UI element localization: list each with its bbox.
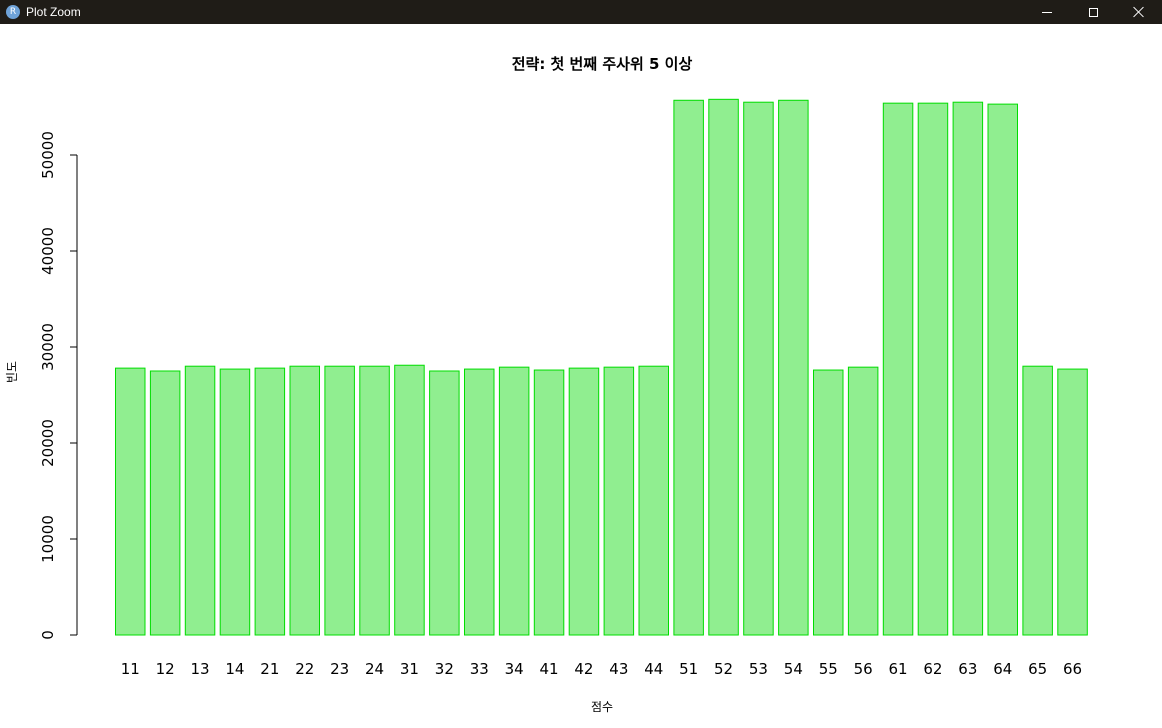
bar-54 [778, 99, 809, 636]
x-tick-label: 32 [435, 660, 454, 678]
x-tick-label: 12 [156, 660, 175, 678]
x-tick-label: 56 [854, 660, 873, 678]
x-tick-label: 52 [714, 660, 733, 678]
x-tick-label: 62 [923, 660, 942, 678]
window-controls [1024, 0, 1162, 24]
bar-chart: 전략: 첫 번째 주사위 5 이상 0 10000 20000 30000 40000 5… [5, 55, 1088, 714]
bar-11 [115, 367, 146, 636]
bar-42 [568, 367, 600, 636]
bar-61 [882, 102, 914, 636]
bar-14 [219, 368, 251, 636]
bar-52 [708, 98, 739, 636]
x-tick-label: 11 [121, 660, 140, 678]
x-tick-label: 13 [191, 660, 210, 678]
bars-group [115, 98, 1088, 636]
minimize-icon [1042, 11, 1052, 13]
x-tick-label: 54 [784, 660, 803, 678]
bar-66 [1057, 368, 1088, 636]
y-tick-label: 50000 [39, 131, 57, 179]
x-tick-label: 55 [819, 660, 838, 678]
x-tick-label: 33 [470, 660, 489, 678]
window-titlebar: R Plot Zoom [0, 0, 1162, 24]
y-tick-label: 20000 [39, 419, 57, 467]
bar-62 [917, 102, 949, 636]
chart-title: 전략: 첫 번째 주사위 5 이상 [512, 55, 693, 73]
bar-31 [394, 364, 425, 636]
x-tick-label: 22 [295, 660, 314, 678]
x-tick-label: 14 [225, 660, 244, 678]
bar-33 [464, 368, 495, 636]
bar-56 [847, 366, 879, 636]
x-tick-label: 34 [505, 660, 524, 678]
bar-64 [987, 103, 1018, 636]
bar-43 [603, 366, 635, 636]
y-tick-label: 10000 [39, 515, 57, 563]
y-tick-label: 0 [39, 630, 57, 640]
maximize-icon [1088, 7, 1098, 17]
x-tick-labels: 11 12 13 14 21 22 23 24 31 32 33 34 41 42 43 44 51 52 53 54… [121, 660, 1082, 678]
bar-24 [359, 365, 390, 636]
bar-21 [254, 367, 286, 636]
maximize-button[interactable] [1070, 0, 1116, 24]
y-tick-label: 30000 [39, 323, 57, 371]
x-tick-label: 24 [365, 660, 384, 678]
window-title: Plot Zoom [26, 5, 81, 19]
y-tick-label: 40000 [39, 227, 57, 275]
x-tick-label: 42 [574, 660, 593, 678]
bar-34 [498, 366, 530, 636]
bar-23 [324, 365, 355, 636]
x-tick-label: 63 [958, 660, 977, 678]
bar-44 [638, 365, 669, 636]
bar-13 [184, 365, 216, 636]
x-tick-label: 51 [679, 660, 698, 678]
x-tick-label: 41 [540, 660, 559, 678]
bar-53 [743, 101, 774, 636]
x-tick-label: 44 [644, 660, 663, 678]
minimize-button[interactable] [1024, 0, 1070, 24]
bar-51 [673, 99, 704, 636]
close-button[interactable] [1116, 0, 1162, 24]
r-app-icon: R [6, 5, 20, 19]
bar-22 [289, 365, 320, 636]
x-tick-label: 23 [330, 660, 349, 678]
y-axis-label: 빈도 [5, 361, 19, 383]
bar-65 [1022, 365, 1053, 636]
close-icon [1133, 6, 1145, 18]
x-axis-label: 점수 [591, 700, 613, 714]
x-tick-label: 21 [260, 660, 279, 678]
bar-12 [149, 370, 181, 636]
x-tick-label: 31 [400, 660, 419, 678]
x-tick-label: 43 [609, 660, 628, 678]
y-axis: 0 10000 20000 30000 40000 50000 [39, 131, 78, 640]
x-tick-label: 53 [749, 660, 768, 678]
bar-63 [952, 101, 984, 636]
bar-32 [429, 370, 460, 636]
bar-55 [813, 369, 844, 636]
x-tick-label: 61 [889, 660, 908, 678]
x-tick-label: 65 [1028, 660, 1047, 678]
x-tick-label: 66 [1063, 660, 1082, 678]
bar-41 [533, 369, 565, 636]
x-tick-label: 64 [993, 660, 1012, 678]
